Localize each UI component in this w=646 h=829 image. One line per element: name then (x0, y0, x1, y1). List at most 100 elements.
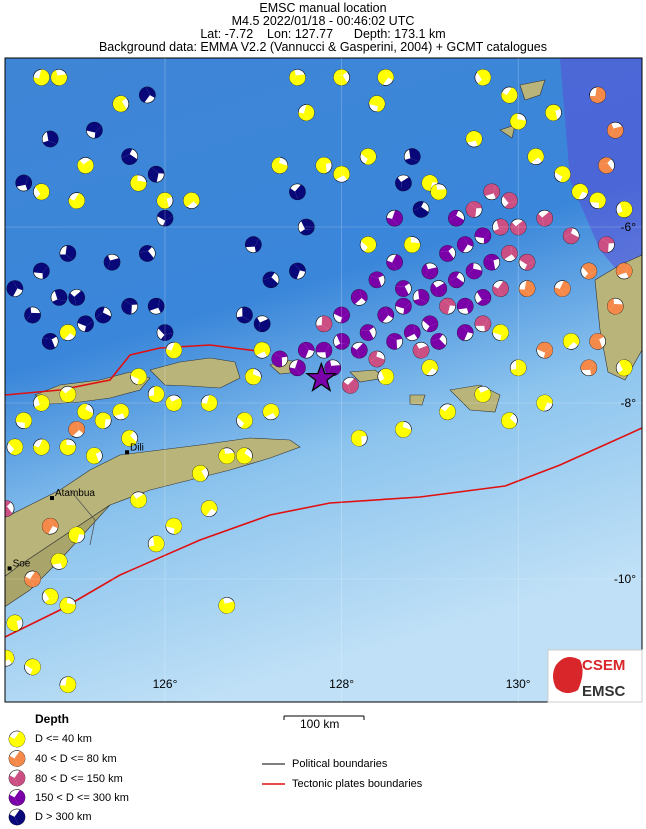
earthquake-beachball (554, 280, 571, 297)
earthquake-beachball (236, 412, 253, 429)
earthquake-beachball (377, 368, 395, 385)
earthquake-beachball (147, 535, 165, 553)
background-data: Background data: EMMA V2.2 (Vannucci & G… (98, 40, 548, 54)
earthquake-beachball (139, 245, 156, 262)
earthquake-beachball (342, 377, 359, 394)
earthquake-beachball (562, 227, 580, 245)
earthquake-beachball (412, 201, 430, 218)
csem-emsc-logo: CSEM EMSC (547, 649, 643, 703)
legend-item: 150 < D <= 300 km (35, 792, 129, 804)
earthquake-beachball (192, 465, 209, 482)
earthquake-beachball (395, 174, 412, 192)
earthquake-beachball (33, 69, 50, 86)
earthquake-beachball (156, 324, 174, 341)
earthquake-beachball (518, 253, 536, 271)
earthquake-beachball (350, 429, 368, 447)
earthquake-beachball (236, 306, 253, 324)
earthquake-beachball (474, 315, 492, 333)
svg-text:CSEM: CSEM (582, 657, 625, 674)
earthquake-beachball (156, 192, 174, 209)
legend-beachball (8, 769, 26, 787)
earthquake-beachball (315, 315, 333, 333)
earthquake-beachball (147, 297, 165, 315)
earthquake-beachball (59, 324, 77, 341)
earthquake-beachball (50, 69, 68, 86)
earthquake-beachball (456, 324, 474, 341)
political-boundaries (69, 489, 96, 546)
earthquake-beachball (41, 333, 59, 350)
earthquake-beachball (77, 403, 94, 421)
earthquake-beachball (456, 236, 474, 253)
earthquake-beachball (333, 306, 350, 324)
earthquake-beachball (130, 491, 147, 509)
earthquake-beachball (359, 148, 377, 165)
earthquake-beachball (501, 412, 518, 429)
event-location: Lat: -7.72 Lon: 127.77 Depth: 173.1 km (200, 27, 446, 41)
earthquake-beachball (403, 148, 421, 165)
earthquake-beachball (589, 333, 606, 350)
earthquake-beachball (421, 359, 439, 377)
earthquake-beachball (350, 341, 368, 359)
map-axes: 126° 128° 130° -6° -8° -10° (5, 58, 642, 702)
earthquake-beachball (474, 385, 492, 403)
earthquake-beachball (403, 324, 421, 341)
earthquake-beachball (492, 324, 509, 341)
earthquake-beachball (86, 447, 103, 465)
longitude-tick-label: 128° (329, 677, 354, 691)
earthquake-beachball (518, 280, 536, 297)
legend-symbols (8, 730, 26, 826)
earthquake-beachball (368, 95, 386, 113)
earthquake-beachball (545, 104, 562, 121)
earthquake-beachball (59, 597, 77, 614)
legend-beachball (8, 750, 26, 767)
earthquake-beachball (200, 500, 218, 517)
earthquake-beachball (509, 113, 527, 130)
earthquake-beachball (156, 209, 174, 227)
earthquake-beachball (218, 597, 236, 614)
earthquake-beachball (253, 341, 271, 359)
earthquake-beachball (483, 183, 501, 201)
earthquake-beachball (86, 121, 103, 139)
earthquake-beachball (33, 394, 50, 412)
earthquake-beachball (333, 333, 350, 350)
tectonic-boundaries-label: Tectonic plates boundaries (292, 778, 423, 790)
earthquake-beachball (41, 130, 59, 148)
earthquake-beachball (509, 218, 527, 236)
earthquake-beachball (94, 306, 112, 324)
earthquake-beachball (94, 412, 112, 429)
earthquake-beachball (200, 394, 218, 412)
earthquake-beachball (483, 253, 501, 271)
earthquake-beachball (580, 359, 598, 377)
earthquake-beachball (6, 438, 24, 456)
latitude-tick-label: -10° (614, 572, 636, 586)
earthquake-beachball (501, 245, 518, 262)
earthquake-beachball (112, 403, 130, 421)
earthquake-beachball (615, 201, 633, 218)
earthquake-beachball (580, 262, 598, 280)
earthquake-beachball (289, 69, 306, 86)
earthquake-beachball (262, 271, 280, 289)
earthquake-beachball (615, 359, 633, 377)
earthquake-beachball (50, 553, 68, 570)
earthquake-beachball (492, 280, 509, 297)
place-label: Soe (13, 558, 31, 569)
earthquake-beachball (386, 333, 403, 350)
earthquake-beachball (509, 359, 527, 377)
earthquake-beachball (324, 359, 342, 377)
legend-item: D <= 40 km (35, 733, 92, 745)
earthquake-beachball (430, 333, 448, 350)
earthquake-beachball (245, 236, 262, 253)
earthquake-beachball (24, 658, 41, 676)
earthquake-beachball (59, 245, 77, 262)
earthquake-beachball (333, 165, 350, 183)
earthquake-beachball (289, 262, 306, 280)
event-info: M4.5 2022/01/18 - 00:46:02 UTC (231, 14, 415, 28)
earthquake-beachball (501, 192, 518, 209)
earthquake-beachball (41, 517, 59, 535)
earthquake-beachball (77, 157, 94, 174)
earthquake-beachball (5, 649, 15, 667)
earthquake-beachball (183, 192, 200, 209)
earthquake-beachball (615, 262, 633, 280)
star-icon[interactable] (305, 361, 338, 392)
